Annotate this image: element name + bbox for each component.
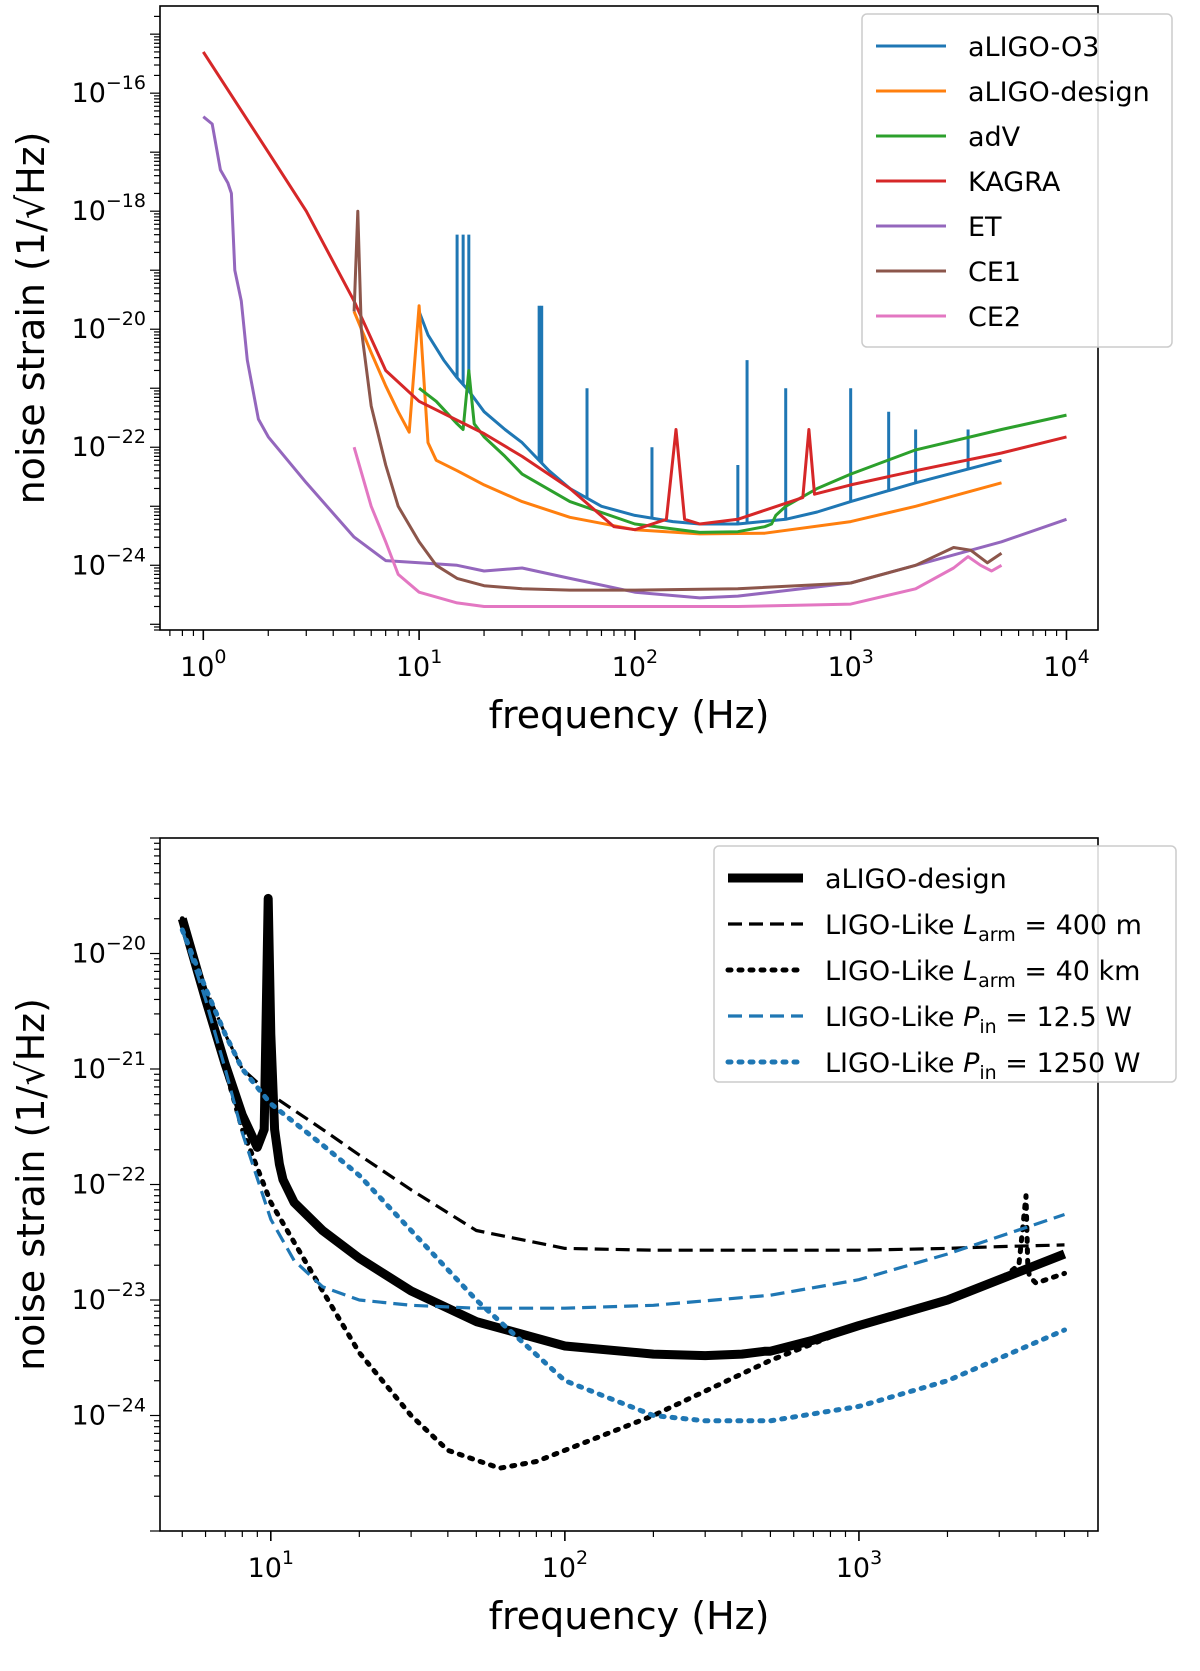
legend-entry: LIGO-Like Pin = 1250 W <box>825 1048 1141 1084</box>
legend-frame <box>713 845 1177 1083</box>
axes-frame <box>159 837 1099 1532</box>
series-line-ligo-like-p-in-12-5-w <box>180 929 1066 1310</box>
y-axis-label: noise strain (1/√Hz) <box>9 998 53 1371</box>
legend-entry: KAGRA <box>968 167 1061 198</box>
plot-area <box>202 51 1067 608</box>
y-tick-label: 10−18 <box>72 190 146 227</box>
legend-entry: aLIGO-design <box>825 864 1007 895</box>
series-line-aligo-design <box>352 304 1002 536</box>
y-tick-label: 10−22 <box>72 426 146 463</box>
x-axis-label: frequency (Hz) <box>489 1594 770 1638</box>
x-tick-label: 102 <box>542 1547 588 1584</box>
legend-frame <box>861 13 1173 348</box>
series-line-ligo-like-l-arm-400-m <box>180 918 1065 1252</box>
legend-entry: adV <box>968 122 1021 153</box>
series-line-kagra <box>202 51 1067 532</box>
series-line-aligo-design <box>177 893 1067 1361</box>
top-chart: 100 101 102 103 104 10−24 10−22 10−20 10−18 10−16… <box>9 5 1173 737</box>
y-tick-label: 10−21 <box>72 1048 146 1085</box>
y-tick-label: 10−24 <box>72 1395 146 1432</box>
y-axis-label: noise strain (1/√Hz) <box>9 132 53 505</box>
y-tick-label: 10−24 <box>72 544 146 581</box>
legend-entry: aLIGO-design <box>968 77 1150 108</box>
legend-entry: aLIGO-O3 <box>968 32 1099 63</box>
y-tick-label: 10−22 <box>72 1164 146 1201</box>
legend: aLIGO-design LIGO-Like Larm = 400 m LIGO-L… <box>713 845 1177 1084</box>
legend-entry: CE2 <box>968 302 1021 333</box>
legend-entry: CE1 <box>968 257 1021 288</box>
y-tick-label: 10−16 <box>72 72 146 109</box>
x-tick-label: 101 <box>248 1547 294 1584</box>
legend-entry: LIGO-Like Larm = 400 m <box>825 910 1142 946</box>
legend-entry: ET <box>968 212 1002 243</box>
series-line-ce1 <box>352 209 1003 592</box>
series-line-ligo-like-l-arm-40-km <box>179 916 1067 1471</box>
series-line-ce2 <box>352 446 1003 608</box>
y-tick-label: 10−23 <box>72 1279 146 1316</box>
x-tick-label: 103 <box>836 1547 882 1584</box>
x-tick-label: 101 <box>396 646 442 683</box>
x-tick-label: 100 <box>180 646 226 683</box>
series-line-ligo-like-p-in-1250-w <box>179 927 1067 1424</box>
legend-entry: LIGO-Like Larm = 40 km <box>825 956 1140 992</box>
y-tick-label: 10−20 <box>72 308 146 345</box>
x-tick-label: 104 <box>1043 646 1089 683</box>
x-tick-label: 102 <box>612 646 658 683</box>
y-tick-label: 10−20 <box>72 933 146 970</box>
bottom-chart: 101 102 103 10−24 10−23 10−22 10−21 10−20 freque… <box>9 837 1177 1638</box>
x-axis-label: frequency (Hz) <box>489 693 770 737</box>
plot-area <box>177 893 1067 1471</box>
series-line-et <box>202 115 1067 600</box>
legend-entry: LIGO-Like Pin = 12.5 W <box>825 1002 1132 1038</box>
series-line-adv <box>418 369 1067 534</box>
x-tick-label: 103 <box>827 646 873 683</box>
legend: aLIGO-O3 aLIGO-design adV KAGRA ET CE1 CE2 <box>861 13 1173 348</box>
